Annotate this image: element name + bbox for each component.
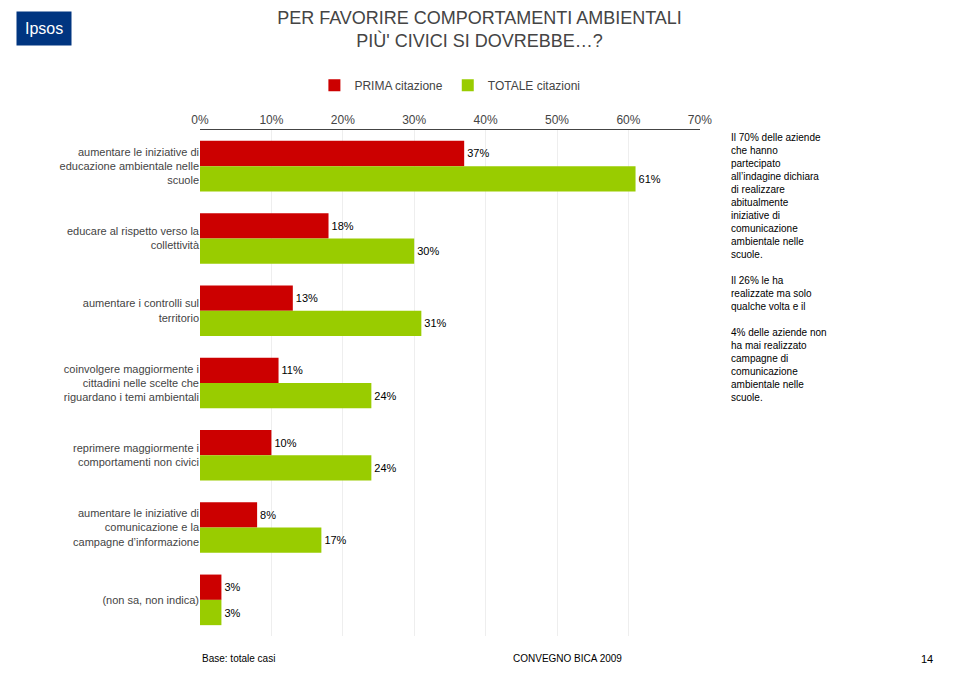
svg-text:30%: 30% [402, 113, 426, 127]
svg-text:18%: 18% [332, 220, 354, 232]
svg-text:30%: 30% [417, 245, 439, 257]
svg-text:PER FAVORIRE COMPORTAMENTI AMB: PER FAVORIRE COMPORTAMENTI AMBIENTALIPIÙ… [277, 8, 682, 51]
svg-text:3%: 3% [224, 607, 240, 619]
svg-text:31%: 31% [424, 317, 446, 329]
svg-text:17%: 17% [324, 534, 346, 546]
svg-text:CONVEGNO BICA 2009: CONVEGNO BICA 2009 [513, 653, 622, 664]
svg-text:24%: 24% [374, 462, 396, 474]
svg-text:61%: 61% [639, 173, 661, 185]
svg-text:Ipsos: Ipsos [25, 20, 63, 37]
svg-text:TOTALE citazioni: TOTALE citazioni [488, 79, 580, 93]
svg-text:11%: 11% [282, 364, 303, 376]
svg-text:40%: 40% [474, 113, 498, 127]
svg-text:24%: 24% [374, 390, 396, 402]
svg-text:8%: 8% [260, 509, 276, 521]
svg-text:10%: 10% [259, 113, 283, 127]
svg-text:14: 14 [921, 653, 933, 665]
svg-text:20%: 20% [331, 113, 355, 127]
svg-text:0%: 0% [191, 113, 209, 127]
svg-text:aumentare le iniziative dieduc: aumentare le iniziative dieducazione amb… [60, 146, 199, 187]
svg-text:(non sa, non indica): (non sa, non indica) [102, 594, 199, 606]
svg-text:educare al rispetto verso laco: educare al rispetto verso lacollettività [67, 225, 200, 251]
svg-text:coinvolgere maggiormente icitt: coinvolgere maggiormente icittadini nell… [64, 363, 199, 404]
svg-text:PRIMA citazione: PRIMA citazione [354, 79, 442, 93]
svg-text:70%: 70% [688, 113, 712, 127]
svg-text:13%: 13% [296, 292, 318, 304]
svg-text:10%: 10% [274, 437, 296, 449]
svg-text:50%: 50% [545, 113, 569, 127]
svg-text:Base: totale casi: Base: totale casi [202, 653, 275, 664]
svg-text:37%: 37% [467, 147, 489, 159]
svg-text:reprimere maggiormente icompor: reprimere maggiormente icomportamenti no… [73, 442, 199, 468]
svg-text:Il 70% delle aziendeche hannop: Il 70% delle aziendeche hannopartecipato… [731, 132, 827, 403]
svg-text:aumentare i controlli sulterri: aumentare i controlli sulterritorio [83, 297, 199, 323]
svg-text:aumentare le iniziative dicomu: aumentare le iniziative dicomunicazione … [73, 507, 200, 548]
svg-text:60%: 60% [616, 113, 640, 127]
svg-text:3%: 3% [224, 581, 240, 593]
